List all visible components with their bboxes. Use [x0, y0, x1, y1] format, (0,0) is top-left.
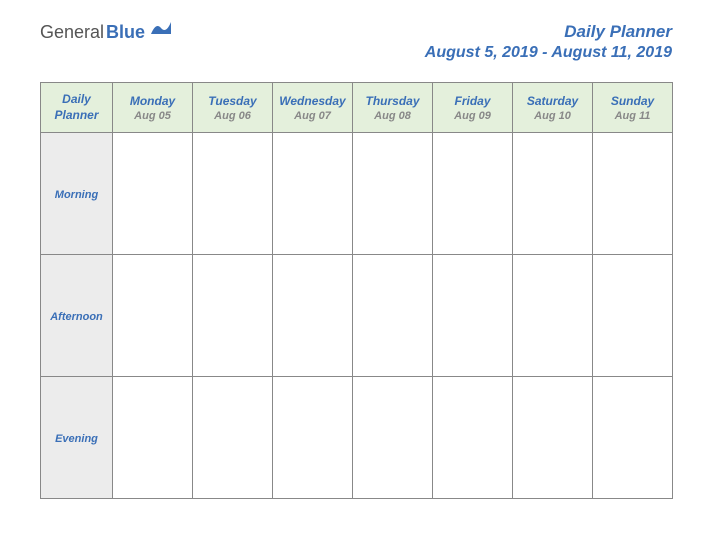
- entry-cell[interactable]: [193, 255, 273, 377]
- corner-cell: Daily Planner: [41, 83, 113, 133]
- planner-table: Daily Planner Monday Aug 05 Tuesday Aug …: [40, 82, 673, 499]
- entry-cell[interactable]: [593, 255, 673, 377]
- day-name: Friday: [435, 94, 510, 108]
- day-header-sun: Sunday Aug 11: [593, 83, 673, 133]
- day-date: Aug 05: [115, 110, 190, 122]
- entry-cell[interactable]: [273, 377, 353, 499]
- corner-label-line2: Planner: [54, 108, 98, 122]
- wave-icon: [150, 20, 172, 41]
- day-date: Aug 07: [275, 110, 350, 122]
- day-header-mon: Monday Aug 05: [113, 83, 193, 133]
- entry-cell[interactable]: [353, 255, 433, 377]
- entry-cell[interactable]: [353, 133, 433, 255]
- day-date: Aug 09: [435, 110, 510, 122]
- entry-cell[interactable]: [513, 377, 593, 499]
- date-range: August 5, 2019 - August 11, 2019: [425, 44, 672, 62]
- day-date: Aug 06: [195, 110, 270, 122]
- row-afternoon: Afternoon: [41, 255, 673, 377]
- entry-cell[interactable]: [353, 377, 433, 499]
- page-title: Daily Planner: [425, 22, 672, 42]
- period-cell-afternoon: Afternoon: [41, 255, 113, 377]
- entry-cell[interactable]: [193, 133, 273, 255]
- entry-cell[interactable]: [513, 133, 593, 255]
- entry-cell[interactable]: [113, 133, 193, 255]
- period-label: Morning: [55, 189, 98, 201]
- day-name: Wednesday: [275, 94, 350, 108]
- row-morning: Morning: [41, 133, 673, 255]
- header-row: Daily Planner Monday Aug 05 Tuesday Aug …: [41, 83, 673, 133]
- period-label: Afternoon: [50, 311, 103, 323]
- day-date: Aug 11: [595, 110, 670, 122]
- header: General Blue Daily Planner August 5, 201…: [0, 0, 712, 76]
- day-header-wed: Wednesday Aug 07: [273, 83, 353, 133]
- day-name: Thursday: [355, 94, 430, 108]
- row-evening: Evening: [41, 377, 673, 499]
- entry-cell[interactable]: [273, 255, 353, 377]
- entry-cell[interactable]: [193, 377, 273, 499]
- entry-cell[interactable]: [273, 133, 353, 255]
- entry-cell[interactable]: [593, 377, 673, 499]
- period-cell-evening: Evening: [41, 377, 113, 499]
- logo-text-blue: Blue: [106, 22, 145, 43]
- entry-cell[interactable]: [113, 255, 193, 377]
- day-header-thu: Thursday Aug 08: [353, 83, 433, 133]
- entry-cell[interactable]: [113, 377, 193, 499]
- title-block: Daily Planner August 5, 2019 - August 11…: [425, 22, 672, 62]
- day-date: Aug 08: [355, 110, 430, 122]
- day-header-sat: Saturday Aug 10: [513, 83, 593, 133]
- day-name: Tuesday: [195, 94, 270, 108]
- entry-cell[interactable]: [593, 133, 673, 255]
- entry-cell[interactable]: [433, 255, 513, 377]
- day-header-tue: Tuesday Aug 06: [193, 83, 273, 133]
- period-label: Evening: [55, 433, 98, 445]
- day-header-fri: Friday Aug 09: [433, 83, 513, 133]
- corner-label-line1: Daily: [62, 92, 91, 106]
- entry-cell[interactable]: [513, 255, 593, 377]
- entry-cell[interactable]: [433, 377, 513, 499]
- day-date: Aug 10: [515, 110, 590, 122]
- logo-text-general: General: [40, 22, 104, 43]
- day-name: Monday: [115, 94, 190, 108]
- day-name: Saturday: [515, 94, 590, 108]
- period-cell-morning: Morning: [41, 133, 113, 255]
- entry-cell[interactable]: [433, 133, 513, 255]
- day-name: Sunday: [595, 94, 670, 108]
- logo: General Blue: [40, 22, 172, 43]
